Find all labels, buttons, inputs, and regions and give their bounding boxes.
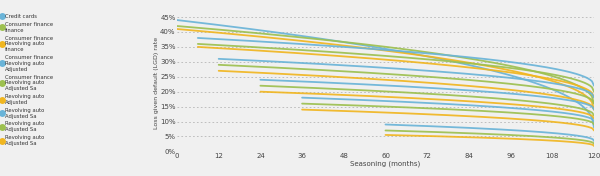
Y-axis label: Loss given default (LGD) rate: Loss given default (LGD) rate <box>154 37 158 129</box>
X-axis label: Seasoning (months): Seasoning (months) <box>350 160 421 167</box>
Legend: Credit cards, Consumer finance
finance, Consumer finance
Revolving auto
finance,: Credit cards, Consumer finance finance, … <box>1 14 53 146</box>
